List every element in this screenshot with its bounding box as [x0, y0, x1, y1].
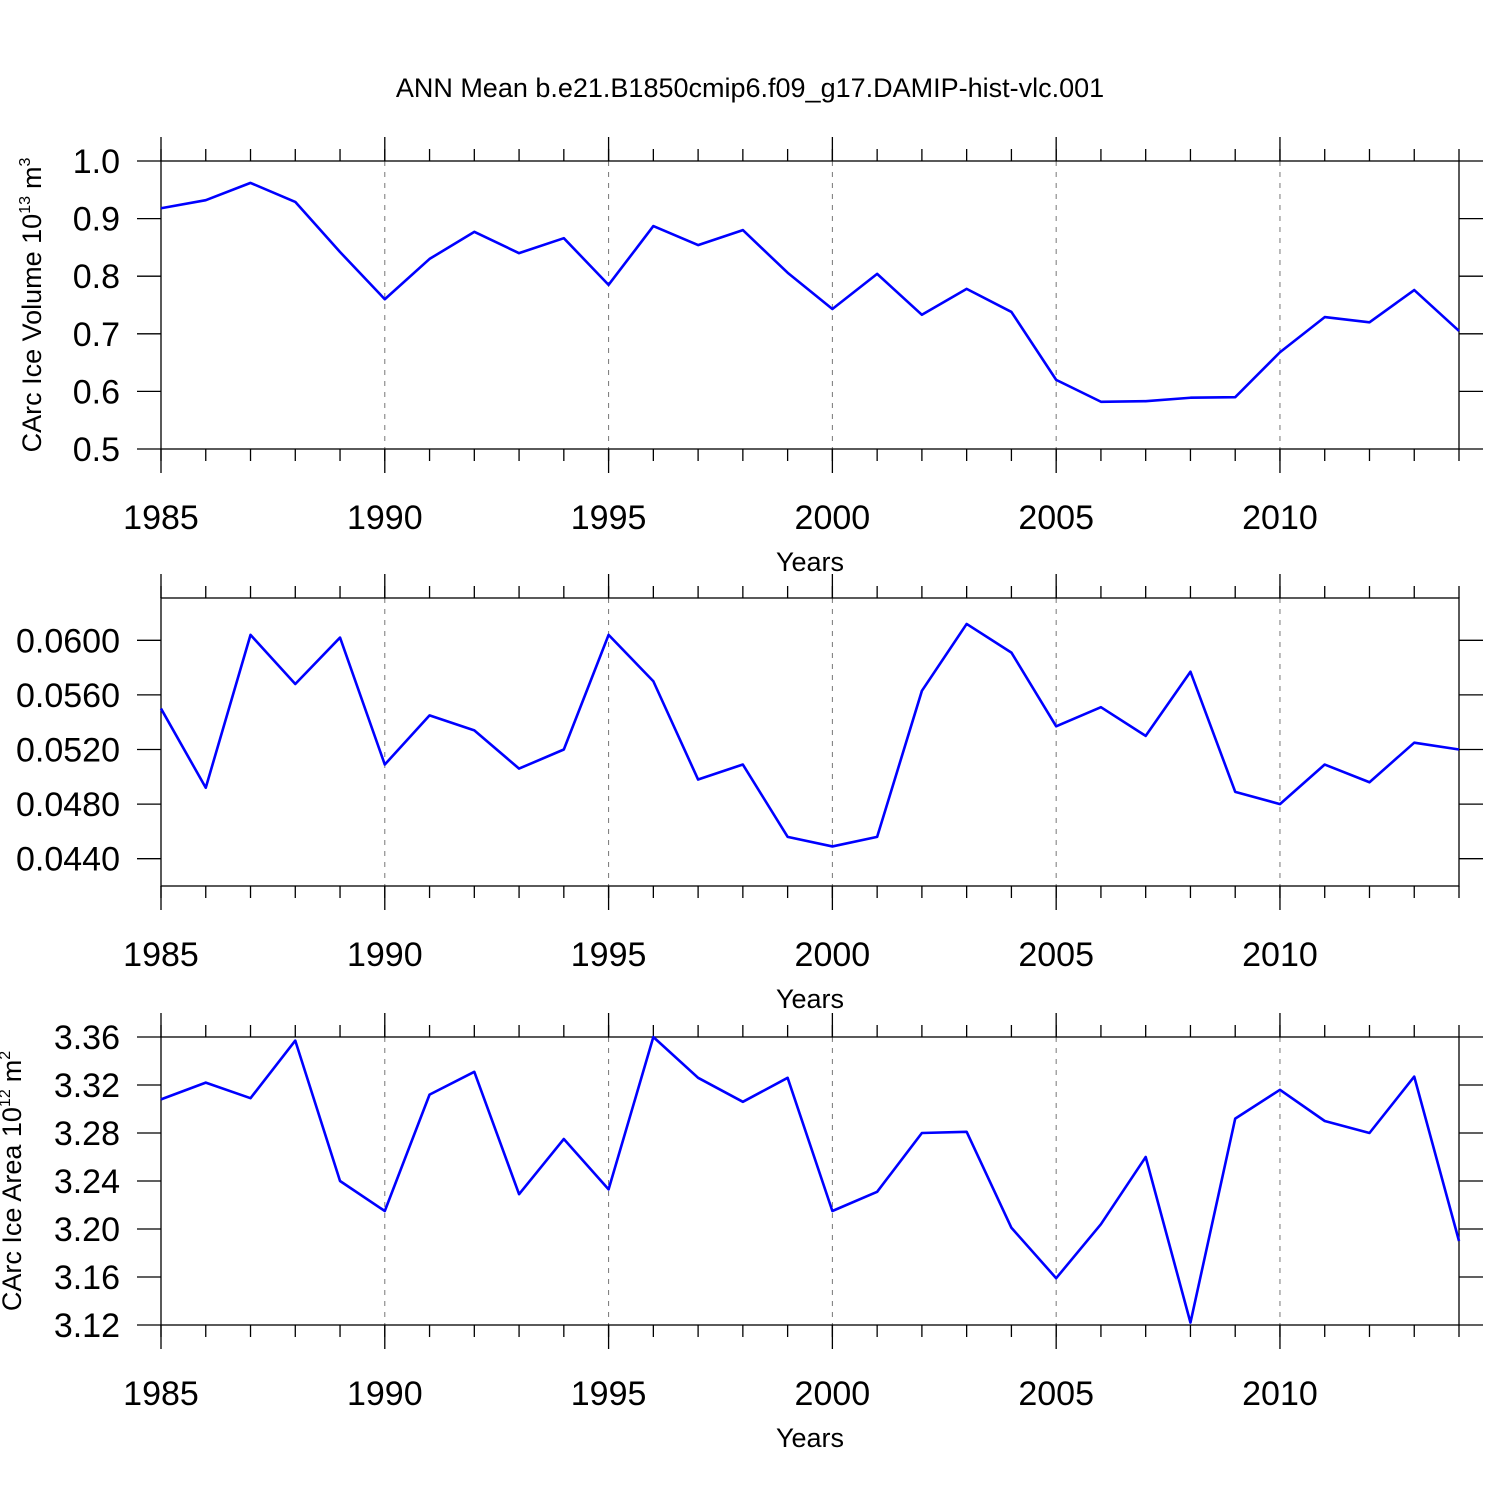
x-tick-label: 2005 [1018, 1375, 1094, 1413]
x-tick-label: 1985 [123, 936, 199, 974]
y-tick-label: 0.9 [73, 201, 120, 239]
y-tick-label: 0.0560 [16, 677, 120, 715]
y-axis-title-unit: m [17, 166, 47, 189]
x-tick-label: 2000 [795, 936, 871, 974]
y-axis-title-unit: m [0, 1060, 27, 1083]
y-tick-label: 0.0480 [16, 786, 120, 824]
x-tick-label: 2000 [795, 1375, 871, 1413]
y-axis-title: CArc Ice Volume 1013 m3 [17, 157, 47, 452]
y-tick-label: 3.32 [54, 1067, 120, 1105]
y-tick-label: 0.6 [73, 373, 120, 411]
y-tick-label: 0.0520 [16, 732, 120, 770]
data-line [160, 181, 1460, 404]
x-tick-label: 2010 [1242, 1375, 1318, 1413]
x-axis-title: Years [776, 984, 844, 1014]
chart-title: ANN Mean b.e21.B1850cmip6.f09_g17.DAMIP-… [396, 73, 1104, 103]
y-axis-title-unit-exp: 3 [17, 157, 34, 166]
x-axis-title: Years [776, 1423, 844, 1453]
x-tick-label: 1990 [347, 499, 423, 537]
panel: 1985 1990 1995 2000 2005 2010 0.0440 0.0480 0.05… [16, 574, 1483, 1014]
y-tick-label: 0.0440 [16, 841, 120, 879]
x-tick-label: 1990 [347, 936, 423, 974]
x-tick-label: 1995 [571, 936, 647, 974]
panel: 1985 1990 1995 2000 2005 2010 0.5 0.6 0.7 0.8 0.9 1… [17, 137, 1483, 577]
data-line [159, 622, 1460, 848]
x-tick-label: 2000 [795, 499, 871, 537]
y-tick-label: 0.0600 [16, 622, 120, 660]
y-tick-label: 0.8 [73, 258, 120, 296]
y-axis-title-text: CArc Ice Area 10 [0, 1107, 27, 1311]
y-tick-label: 3.24 [54, 1163, 120, 1201]
x-tick-label: 1995 [571, 1375, 647, 1413]
y-axis-title-text: CArc Ice Volume 10 [17, 214, 47, 453]
y-tick-label: 1.0 [73, 143, 120, 181]
y-tick-label: 3.20 [54, 1211, 120, 1249]
y-tick-label: 0.7 [73, 316, 120, 354]
x-tick-label: 2010 [1242, 936, 1318, 974]
y-tick-label: 0.5 [73, 431, 120, 469]
y-axis-title-unit-exp: 2 [0, 1051, 14, 1060]
x-tick-label: 2005 [1018, 936, 1094, 974]
y-tick-label: 3.16 [54, 1259, 120, 1297]
y-tick-label: 3.28 [54, 1115, 120, 1153]
x-tick-label: 1990 [347, 1375, 423, 1413]
x-tick-label: 1995 [571, 499, 647, 537]
plot-frame [160, 1036, 1460, 1326]
x-tick-label: 1985 [123, 499, 199, 537]
x-axis-title: Years [776, 547, 844, 577]
y-axis-title: CArc Ice Area 1012 m2 [0, 1051, 27, 1311]
x-tick-label: 1985 [123, 1375, 199, 1413]
panel: 1985 1990 1995 2000 2005 2010 3.12 3.16 3.20 3.24… [0, 1013, 1483, 1453]
plot-frame [160, 160, 1460, 450]
y-axis-title-exp: 12 [0, 1089, 14, 1107]
y-tick-label: 3.12 [54, 1307, 120, 1345]
y-tick-label: 3.36 [54, 1019, 120, 1057]
x-tick-label: 2005 [1018, 499, 1094, 537]
y-axis-title-exp: 13 [17, 196, 34, 214]
data-line [160, 1035, 1461, 1324]
x-tick-label: 2010 [1242, 499, 1318, 537]
plot-frame [160, 597, 1460, 887]
